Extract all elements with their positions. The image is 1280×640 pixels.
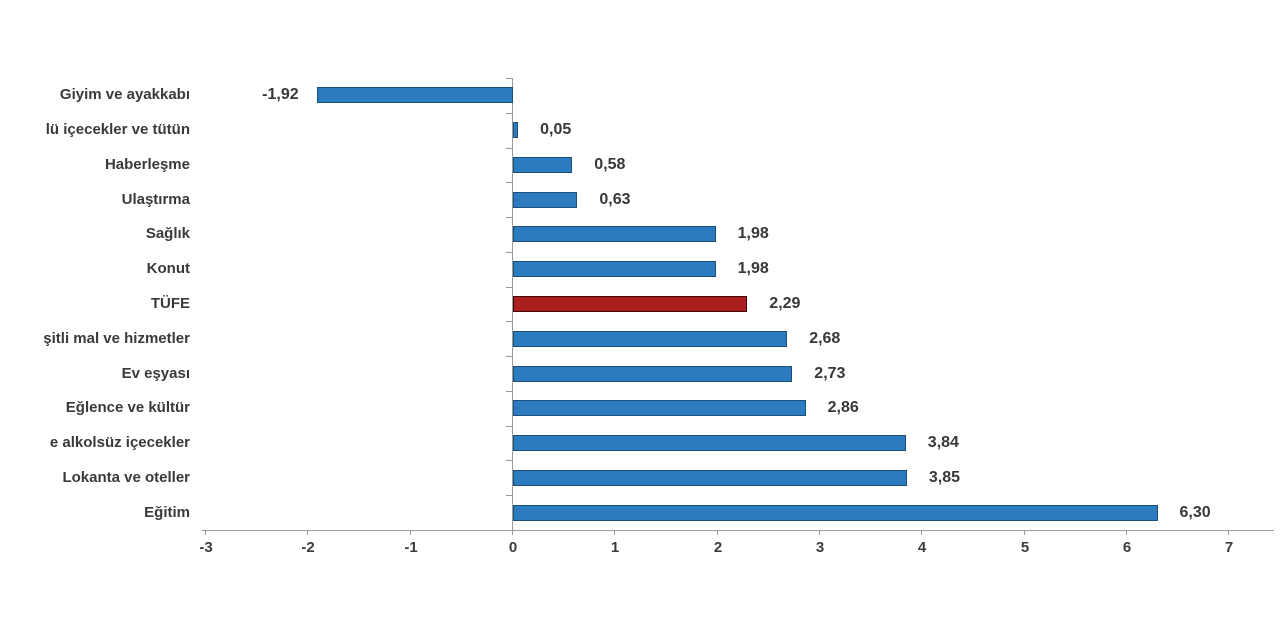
x-axis-tick-label: 0 bbox=[508, 539, 518, 556]
y-axis-tick bbox=[506, 460, 512, 461]
x-axis-tick bbox=[410, 530, 411, 535]
value-label: 3,85 bbox=[928, 469, 961, 486]
bar bbox=[513, 192, 578, 208]
category-label: Eğlence ve kültür bbox=[65, 399, 190, 416]
y-axis-tick bbox=[506, 78, 512, 79]
x-axis-tick bbox=[307, 530, 308, 535]
y-axis-line bbox=[512, 78, 513, 530]
x-axis-tick bbox=[205, 530, 206, 535]
x-axis-tick-label: 7 bbox=[1224, 539, 1234, 556]
value-label: 2,68 bbox=[809, 330, 841, 347]
y-axis-tick bbox=[506, 287, 512, 288]
bar bbox=[513, 435, 906, 451]
x-axis-tick bbox=[512, 530, 513, 535]
x-axis-tick bbox=[614, 530, 615, 535]
category-label: Ev eşyası bbox=[121, 365, 190, 382]
y-axis-tick bbox=[506, 252, 512, 253]
x-axis-tick-label: -1 bbox=[404, 539, 418, 556]
value-label: 2,73 bbox=[814, 365, 846, 382]
x-axis-tick bbox=[717, 530, 718, 535]
category-label: Lokanta ve oteller bbox=[62, 469, 190, 486]
x-axis-tick bbox=[1228, 530, 1229, 535]
bar bbox=[513, 366, 793, 382]
x-axis-line bbox=[202, 530, 1274, 531]
x-axis-tick bbox=[1126, 530, 1127, 535]
bar-highlight-tufe bbox=[513, 296, 748, 312]
x-axis-tick-label: 4 bbox=[917, 539, 927, 556]
category-label: şitli mal ve hizmetler bbox=[43, 330, 190, 347]
x-axis-tick-label: -2 bbox=[301, 539, 315, 556]
x-axis-tick-label: 2 bbox=[713, 539, 723, 556]
value-label: 0,05 bbox=[540, 121, 572, 138]
category-label: lü içecekler ve tütün bbox=[45, 121, 190, 138]
x-axis-tick-label: 3 bbox=[815, 539, 825, 556]
x-axis-tick bbox=[819, 530, 820, 535]
value-label: 6,30 bbox=[1179, 504, 1211, 521]
value-label: 2,29 bbox=[769, 295, 801, 312]
value-label: -1,92 bbox=[262, 86, 299, 103]
category-label: TÜFE bbox=[150, 295, 190, 312]
category-label: Sağlık bbox=[145, 225, 190, 242]
y-axis-tick bbox=[506, 148, 512, 149]
y-axis-tick bbox=[506, 495, 512, 496]
x-axis-tick-label: 5 bbox=[1020, 539, 1030, 556]
y-axis-tick bbox=[506, 356, 512, 357]
bar bbox=[513, 261, 716, 277]
value-label: 1,98 bbox=[737, 225, 769, 242]
y-axis-tick bbox=[506, 321, 512, 322]
bar bbox=[513, 157, 573, 173]
value-label: 2,86 bbox=[827, 399, 859, 416]
value-label: 0,63 bbox=[599, 191, 631, 208]
category-label: Haberleşme bbox=[104, 156, 190, 173]
category-label: Eğitim bbox=[144, 504, 190, 521]
bar bbox=[513, 400, 806, 416]
value-label: 1,98 bbox=[737, 260, 769, 277]
bar bbox=[513, 470, 907, 486]
bar bbox=[513, 331, 788, 347]
x-axis-tick bbox=[921, 530, 922, 535]
y-axis-tick bbox=[506, 182, 512, 183]
bar bbox=[513, 122, 519, 138]
category-label: Ulaştırma bbox=[121, 191, 190, 208]
y-axis-tick bbox=[506, 426, 512, 427]
x-axis-tick-label: 6 bbox=[1122, 539, 1132, 556]
y-axis-tick bbox=[506, 391, 512, 392]
value-label: 3,84 bbox=[927, 434, 959, 451]
bar bbox=[513, 226, 716, 242]
y-axis-tick bbox=[506, 217, 512, 218]
x-axis-tick-label: 1 bbox=[610, 539, 620, 556]
x-axis-tick bbox=[1024, 530, 1025, 535]
x-axis-tick-label: -3 bbox=[199, 539, 213, 556]
category-label: Konut bbox=[146, 260, 190, 277]
category-label: Giyim ve ayakkabı bbox=[59, 86, 190, 103]
category-label: e alkolsüz içecekler bbox=[49, 434, 190, 451]
value-label: 0,58 bbox=[594, 156, 626, 173]
bar bbox=[316, 87, 513, 103]
bar bbox=[513, 505, 1158, 521]
y-axis-tick bbox=[506, 113, 512, 114]
